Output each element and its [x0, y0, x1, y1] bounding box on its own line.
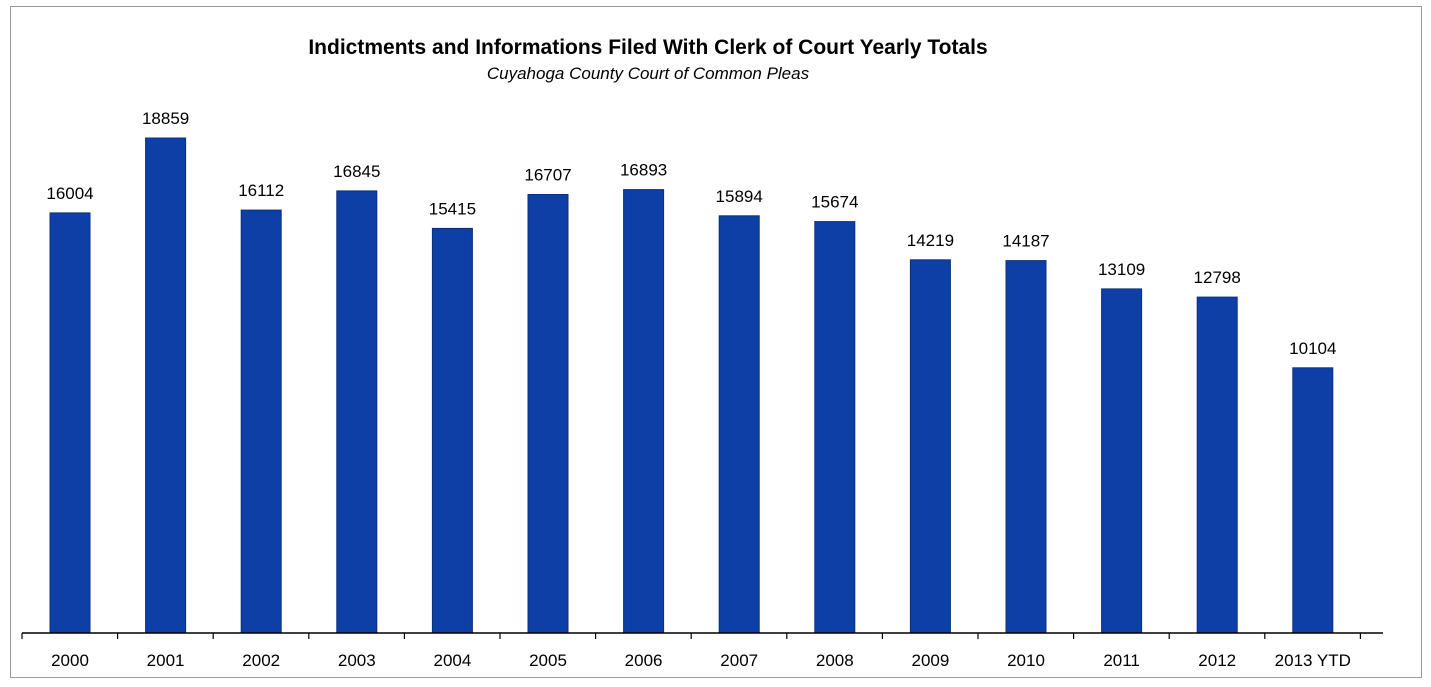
data-label: 18859 — [142, 109, 189, 128]
value-labels-group: 16004 18859 16112 16845 15415 16707 16893 15894… — [46, 109, 1336, 358]
bar — [1005, 260, 1047, 634]
category-label: 2003 — [338, 651, 376, 670]
bars-group — [49, 137, 1334, 634]
bar — [1292, 367, 1334, 634]
data-label: 16893 — [620, 161, 667, 180]
data-label: 15894 — [716, 187, 763, 206]
bar — [527, 194, 569, 634]
category-label: 2011 — [1103, 651, 1140, 670]
bar — [240, 209, 282, 634]
bar — [431, 227, 473, 634]
data-label: 13109 — [1098, 260, 1145, 279]
bar — [336, 190, 378, 634]
data-label: 12798 — [1194, 268, 1241, 287]
data-label: 16004 — [46, 184, 93, 203]
category-label: 2013 YTD — [1275, 651, 1351, 670]
data-label: 14219 — [907, 231, 954, 250]
category-label: 2010 — [1007, 651, 1045, 670]
category-label: 2012 — [1198, 651, 1236, 670]
data-label: 14187 — [1002, 232, 1049, 251]
bar — [1101, 288, 1143, 634]
category-label: 2009 — [911, 651, 949, 670]
chart-subtitle: Cuyahoga County Court of Common Pleas — [486, 64, 810, 83]
category-label: 2004 — [433, 651, 471, 670]
bar — [814, 221, 856, 634]
category-label: 2000 — [51, 651, 89, 670]
category-label: 2002 — [242, 651, 280, 670]
category-label: 2007 — [720, 651, 758, 670]
data-label: 16845 — [333, 162, 380, 181]
chart-title: Indictments and Informations Filed With … — [308, 36, 988, 59]
x-ticks-group — [21, 633, 1362, 639]
bar — [49, 212, 91, 634]
data-label: 16707 — [524, 166, 571, 185]
category-labels-group: 2000 2001 2002 2003 2004 2005 2006 2007 2008 2009… — [51, 651, 1351, 670]
category-label: 2008 — [816, 651, 854, 670]
category-label: 2005 — [529, 651, 567, 670]
data-label: 15674 — [811, 193, 858, 212]
category-label: 2006 — [625, 651, 663, 670]
data-label: 16112 — [238, 181, 284, 200]
category-label: 2001 — [147, 651, 185, 670]
data-label: 10104 — [1289, 339, 1336, 358]
bar — [1196, 296, 1238, 634]
data-label: 15415 — [429, 199, 476, 218]
bar — [909, 259, 951, 634]
bar — [145, 137, 187, 634]
bar — [623, 189, 665, 634]
bar — [718, 215, 760, 634]
